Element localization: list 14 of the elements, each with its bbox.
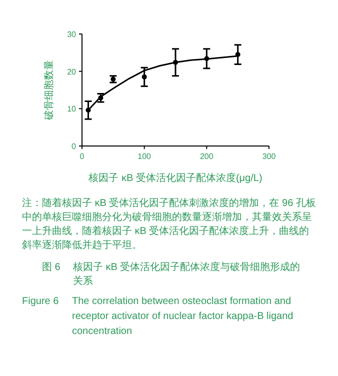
y-tick-label: 10 <box>67 104 77 114</box>
x-tick-label: 0 <box>80 152 85 161</box>
x-tick-label: 100 <box>138 152 152 161</box>
text: Figure 6 The correlation between osteoclast formation and receptor activator of nuclear factor kappa-B ligand concentration <box>22 296 294 337</box>
text: 注：随着核因子 κB 受体活化因子配体刺激浓度的增加，在 96 孔板中的单核巨噬细胞分化为破骨细胞的数量逐渐增加，其量效关系呈一上升曲线，随着核因子 κB 受体活化因子配体浓度上升，曲线的斜率逐渐降低并趋于平坦。 <box>22 197 316 251</box>
y-tick-label: 0 <box>72 142 77 151</box>
x-axis-title: 核因子 κB 受体活化因子配体浓度(μg/L) <box>88 172 262 184</box>
y-tick-label: 20 <box>67 67 77 76</box>
y-tick-label: 30 <box>67 30 77 39</box>
x-tick-label: 200 <box>200 152 214 161</box>
text: 图 6 核因子 κB 受体活化因子配体浓度与破骨细胞形成的关系 <box>42 262 300 287</box>
x-tick-label: 300 <box>262 152 276 161</box>
point <box>142 74 147 80</box>
y-axis-title: 破骨细胞数量 <box>43 60 55 121</box>
